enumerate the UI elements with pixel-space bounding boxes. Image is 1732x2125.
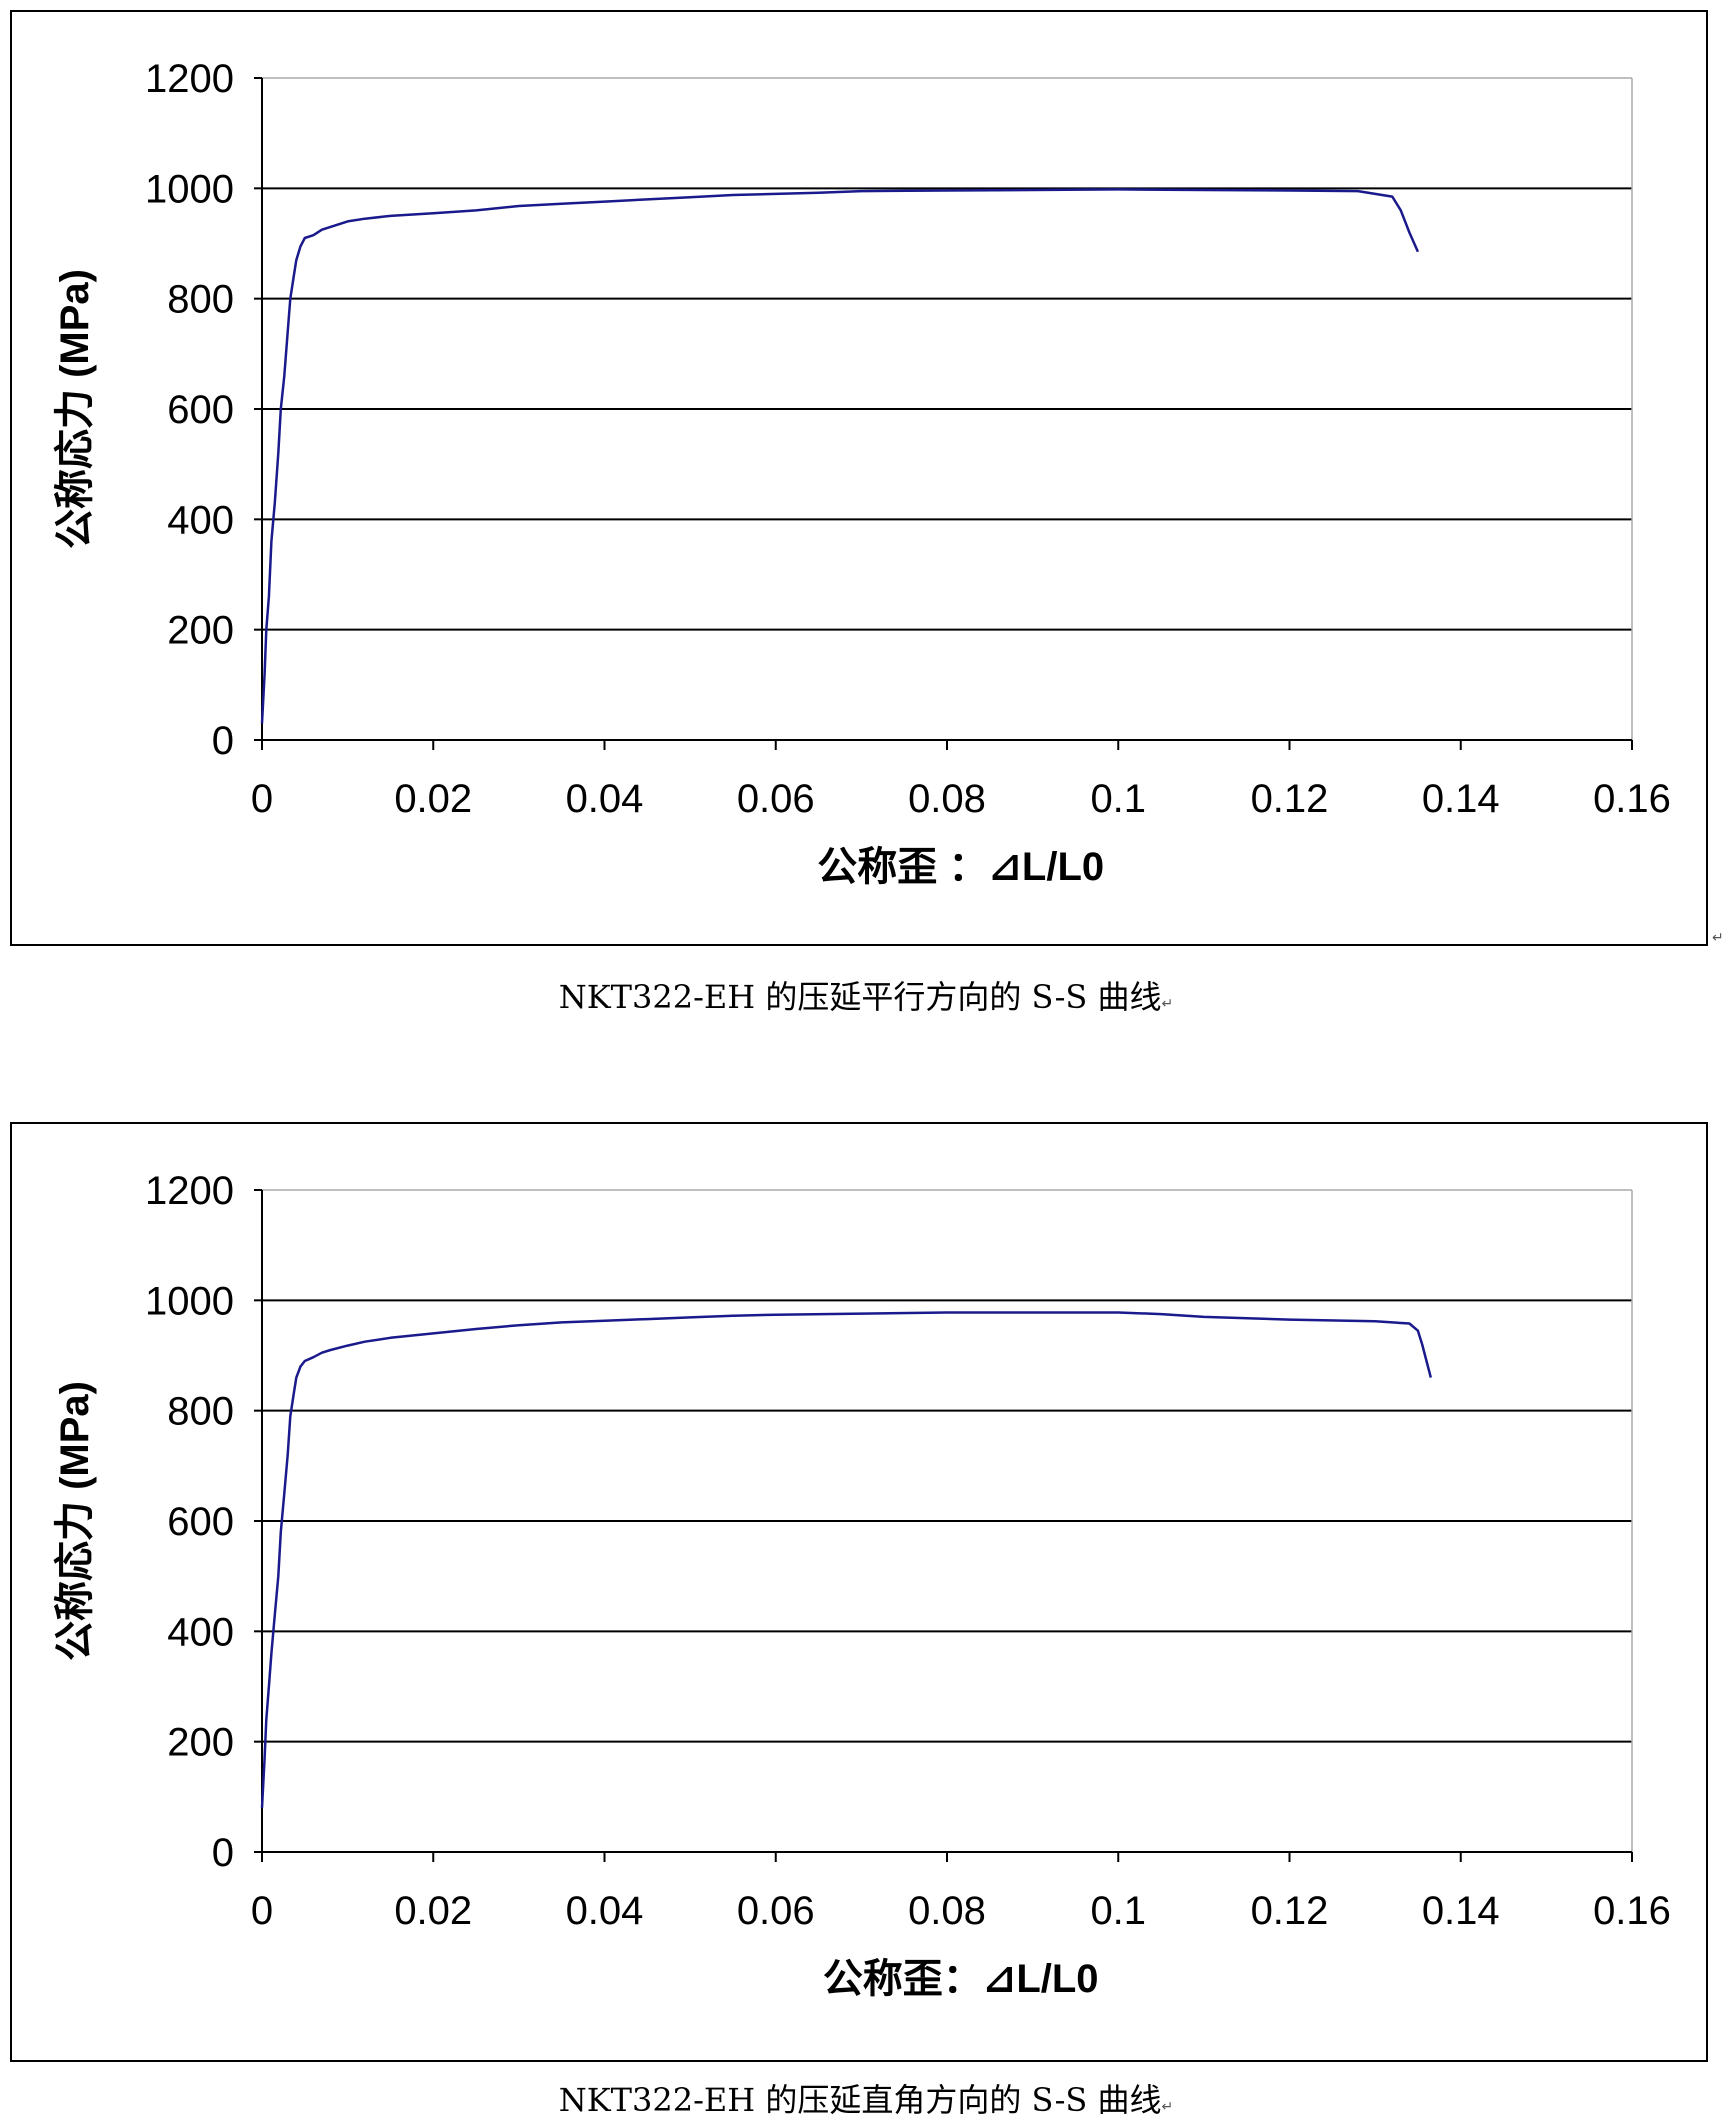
series-line-0 — [260, 188, 1420, 724]
y-tick-label-200: 200 — [167, 1721, 234, 1765]
caption-perpendicular: NKT322-EH 的压延直角方向的 S-S 曲线↵ — [0, 2075, 1732, 2121]
x-tick-label-0.1: 0.1 — [1090, 777, 1146, 821]
x-tick-label-0: 0 — [251, 1889, 273, 1933]
x-tick-label-0.12: 0.12 — [1251, 1889, 1329, 1933]
x-tick-label-0.08: 0.08 — [908, 1889, 986, 1933]
x-tick-label-0.1: 0.1 — [1090, 1889, 1146, 1933]
x-tick-label-0.04: 0.04 — [566, 1889, 644, 1933]
paragraph-mark: ↵ — [1712, 930, 1724, 946]
y-axis-title: 公称応力 (MPa) — [53, 1381, 97, 1661]
figure-perpendicular: 0 200 400 600 800 1000 1200 0 0.02 0.04 0.06 0.08 0.… — [0, 1110, 1732, 2125]
y-tick-label-400: 400 — [167, 498, 234, 542]
caption-perpendicular-text: NKT322-EH 的压延直角方向的 S-S 曲线 — [558, 2081, 1162, 2119]
x-tick-label-0.16: 0.16 — [1593, 1889, 1671, 1933]
x-tick-label-0.02: 0.02 — [394, 777, 472, 821]
y-tick-label-400: 400 — [167, 1610, 234, 1654]
x-tick-label-0: 0 — [251, 777, 273, 821]
x-tick-label-0.08: 0.08 — [908, 777, 986, 821]
y-tick-label-1200: 1200 — [145, 57, 234, 101]
chart-parallel: 0 200 400 600 800 1000 1200 0 0.02 0.04 0.06 0.08 0.… — [53, 57, 1671, 889]
x-tick-label-0.06: 0.06 — [737, 777, 815, 821]
x-tick-label-0.04: 0.04 — [566, 777, 644, 821]
caption-parallel: NKT322-EH 的压延平行方向的 S-S 曲线↵ — [0, 972, 1732, 1018]
y-axis-title: 公称応力 (MPa) — [53, 269, 97, 549]
y-tick-label-600: 600 — [167, 388, 234, 432]
x-axis-title: 公称歪 ：⊿L/L0 — [817, 845, 1104, 889]
figure-parallel: 0 200 400 600 800 1000 1200 0 0.02 0.04 0.06 0.08 0.… — [0, 0, 1732, 1040]
x-tick-label-0.14: 0.14 — [1422, 1889, 1500, 1933]
x-axis-title: 公称歪：⊿L/L0 — [823, 1957, 1099, 2001]
x-tick-label-0.12: 0.12 — [1251, 777, 1329, 821]
y-tick-label-800: 800 — [167, 278, 234, 322]
y-tick-label-800: 800 — [167, 1390, 234, 1434]
y-tick-label-1000: 1000 — [145, 1279, 234, 1323]
paragraph-mark: ↵ — [1161, 996, 1174, 1012]
x-tick-label-0.14: 0.14 — [1422, 777, 1500, 821]
chart-perpendicular: 0 200 400 600 800 1000 1200 0 0.02 0.04 0.06 0.08 0.… — [53, 1169, 1671, 2001]
y-tick-label-600: 600 — [167, 1500, 234, 1544]
x-tick-label-0.16: 0.16 — [1593, 777, 1671, 821]
y-tick-label-200: 200 — [167, 609, 234, 653]
y-tick-label-1000: 1000 — [145, 167, 234, 211]
y-tick-label-0: 0 — [212, 1831, 234, 1875]
paragraph-mark: ↵ — [1161, 2099, 1174, 2115]
y-tick-label-0: 0 — [212, 719, 234, 763]
chart-frame-perpendicular — [10, 1122, 1708, 2062]
chart-frame-parallel — [10, 10, 1708, 946]
x-tick-label-0.02: 0.02 — [394, 1889, 472, 1933]
y-tick-label-1200: 1200 — [145, 1169, 234, 1213]
x-tick-label-0.06: 0.06 — [737, 1889, 815, 1933]
series-line-0 — [260, 1311, 1433, 1808]
caption-parallel-text: NKT322-EH 的压延平行方向的 S-S 曲线 — [558, 978, 1162, 1016]
